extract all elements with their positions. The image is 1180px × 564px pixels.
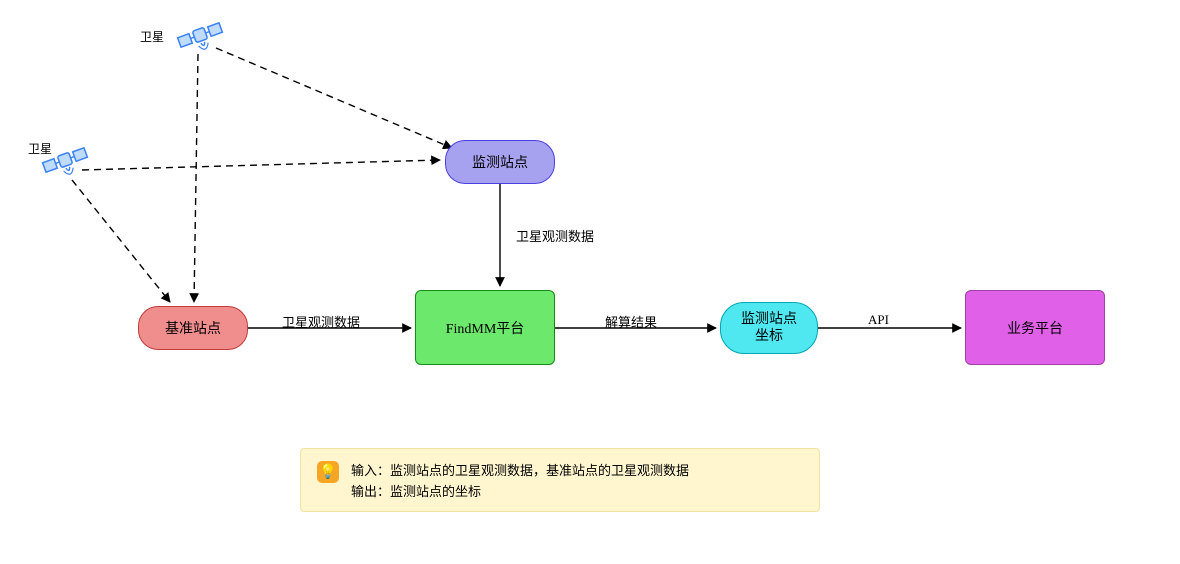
edge-label-monitor-findmm: 卫星观测数据 [516,226,594,245]
node-monitor-site: 监测站点 [445,140,555,184]
node-monitor-site-label: 监测站点 [472,152,528,172]
node-business-platform: 业务平台 [965,290,1105,365]
node-findmm-platform: FindMM平台 [415,290,555,365]
lightbulb-icon: 💡 [317,461,339,483]
node-base-site-label: 基准站点 [165,318,221,338]
node-findmm-platform-label: FindMM平台 [446,318,525,338]
node-monitor-coord-label: 监测站点 坐标 [741,311,797,346]
node-business-platform-label: 业务平台 [1007,318,1063,338]
edge-label-base-findmm: 卫星观测数据 [282,312,360,331]
satellite-2-label: 卫星 [28,140,52,157]
node-base-site: 基准站点 [138,306,248,350]
edge-label-coord-biz: API [868,312,889,328]
satellite-1-label: 卫星 [140,28,164,45]
node-monitor-coord: 监测站点 坐标 [720,302,818,354]
edge-label-findmm-coord: 解算结果 [605,312,657,331]
note-text: 输入：监测站点的卫星观测数据，基准站点的卫星观测数据输出：监测站点的坐标 [351,461,689,503]
note-box: 💡 输入：监测站点的卫星观测数据，基准站点的卫星观测数据输出：监测站点的坐标 [300,448,820,512]
